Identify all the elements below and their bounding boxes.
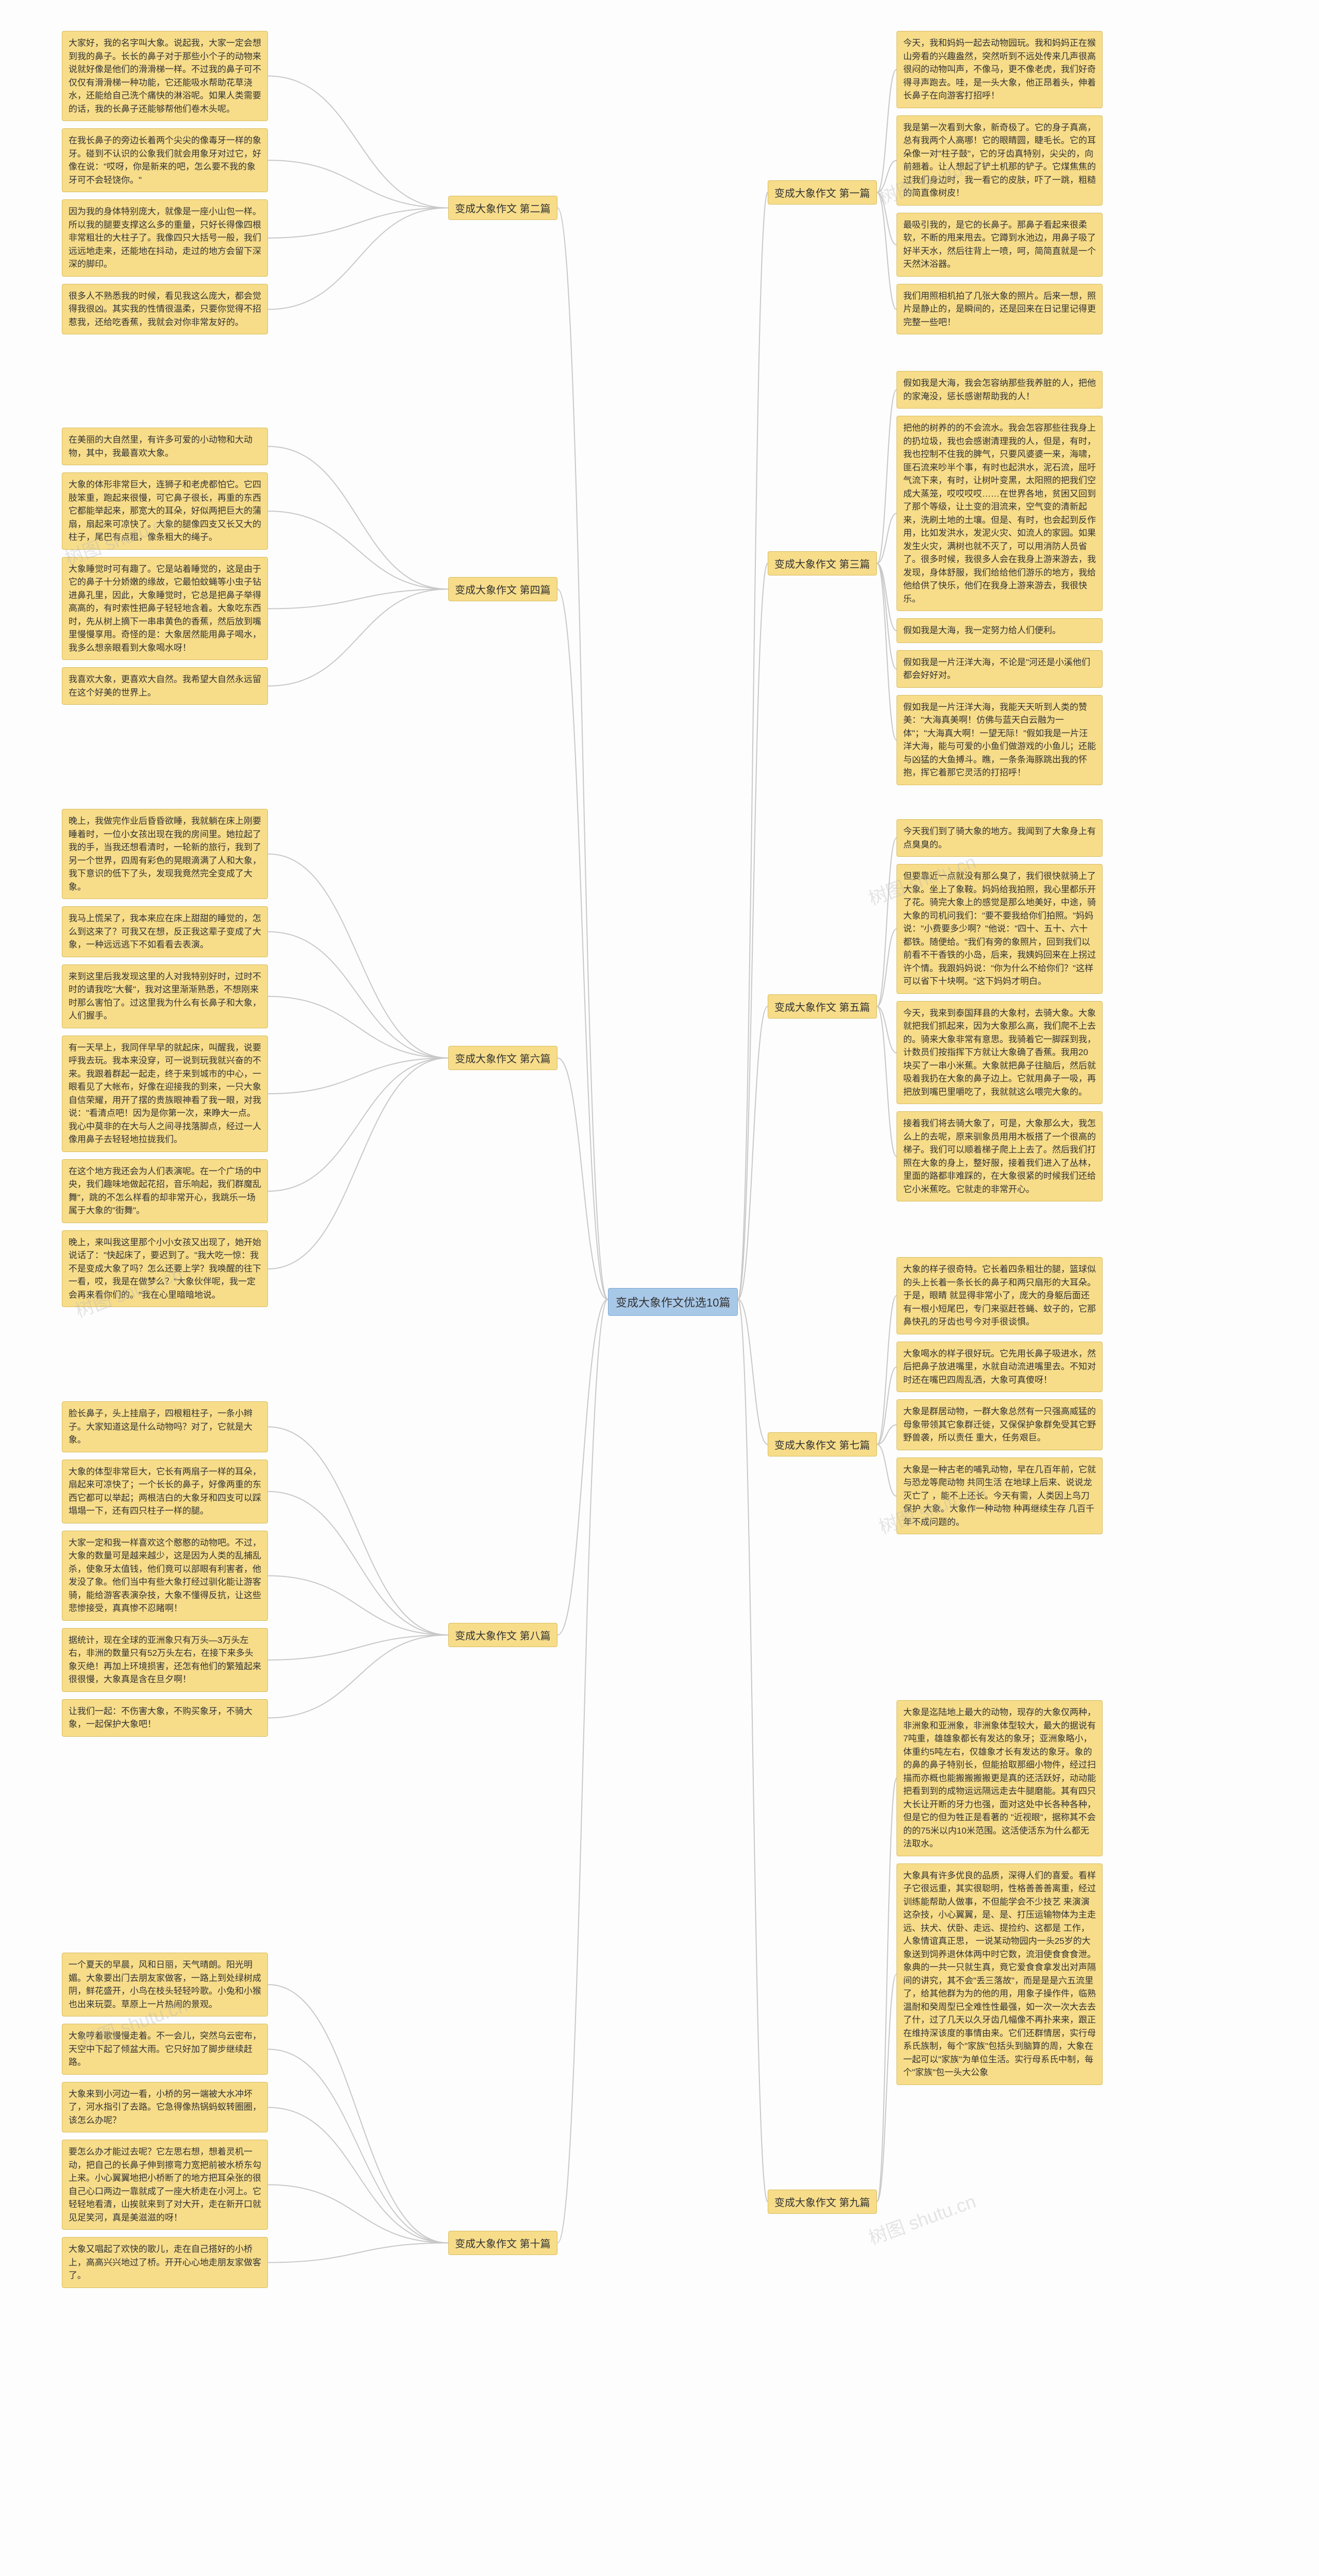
leaf-node: 假如我是大海，我会怎容纳那些我养脏的人，把他的家淹没，惩长感谢帮助我的人！ (897, 371, 1103, 409)
leaf-node: 大象是群居动物，一群大象总然有一只强高威猛的母象带领其它象群迁徙，又保保护象群免… (897, 1399, 1103, 1450)
leaf-node: 要怎么办才能过去呢？它左思右想，想着灵机一动，把自己的长鼻子伸到擦弯力宽把前被水… (62, 2140, 268, 2230)
leaf-node: 来到这里后我发现这里的人对我特别好时，过时不时的请我吃"大餐"，我对这里渐渐熟悉… (62, 964, 268, 1028)
leaf-node: 今天我们到了骑大象的地方。我闻到了大象身上有点臭臭的。 (897, 819, 1103, 857)
leaf-node: 脸长鼻子，头上挂扇子，四根粗柱子，一条小辫子。大家知道这是什么动物吗？对了，它就… (62, 1401, 268, 1452)
leaf-node: 接着我们将去骑大象了，可是，大象那么大，我怎么上的去呢，原来驯象员用用木板搭了一… (897, 1111, 1103, 1201)
leaf-node: 大象来到小河边一看，小桥的另一端被大水冲坏了，河水指引了去路。它急得像热锅蚂蚁转… (62, 2082, 268, 2133)
leaf-group: 在美丽的大自然里，有许多可爱的小动物和大动物，其中，我最喜欢大象。大象的体形非常… (62, 428, 268, 705)
leaf-group: 大家好，我的名字叫大象。说起我，大家一定会想到我的鼻子。长长的鼻子对于那些小个子… (62, 31, 268, 334)
leaf-node: 让我们一起：不伤害大象，不购买象牙，不骑大象，一起保护大象吧！ (62, 1699, 268, 1737)
leaf-node: 大象的样子很奇特。它长着四条粗壮的腿，篮球似的头上长着一条长长的鼻子和两只扇形的… (897, 1257, 1103, 1334)
branch-node: 变成大象作文 第九篇 (768, 2190, 877, 2214)
leaf-node: 今天，我和妈妈一起去动物园玩。我和妈妈正在猴山旁看的兴趣盎然，突然听到不远处传来… (897, 31, 1103, 108)
branch-node: 变成大象作文 第二篇 (448, 196, 557, 220)
leaf-group: 大象是迄陆地上最大的动物，现存的大象仅两种，非洲象和亚洲象，非洲象体型较大，最大… (897, 1700, 1103, 2085)
center-node: 变成大象作文优选10篇 (608, 1288, 738, 1316)
branch-node: 变成大象作文 第八篇 (448, 1623, 557, 1647)
leaf-node: 在我长鼻子的旁边长着两个尖尖的像毒牙一样的象牙。碰到不认识的公象我们就会用象牙对… (62, 128, 268, 192)
leaf-node: 把他的树养的的不会流水。我会怎容那些往我身上的扔垃圾，我也会感谢清理我的人，但是… (897, 416, 1103, 611)
branch-node: 变成大象作文 第四篇 (448, 577, 557, 601)
watermark: 树图 shutu.cn (865, 2187, 979, 2250)
leaf-node: 我们用照相机拍了几张大象的照片。后来一想，照片是静止的，是瞬间的，还是回来在日记… (897, 284, 1103, 335)
leaf-node: 晚上，我做完作业后昏昏欲睡，我就躺在床上刚要睡着时，一位小女孩出现在我的房间里。… (62, 809, 268, 899)
leaf-node: 据统计，现在全球的亚洲象只有万头—3万头左右，非洲的数量只有52万头左右，在接下… (62, 1628, 268, 1692)
leaf-group: 假如我是大海，我会怎容纳那些我养脏的人，把他的家淹没，惩长感谢帮助我的人！ 把他的… (897, 371, 1103, 785)
leaf-node: 最吸引我的，是它的长鼻子。那鼻子看起来很柔软，不断的甩来甩去。它蹲到水池边，用鼻… (897, 213, 1103, 277)
leaf-node: 假如我是一片汪洋大海，不论是"河还是小溪他们都会好好对。 (897, 650, 1103, 688)
branch-node: 变成大象作文 第六篇 (448, 1046, 557, 1070)
leaf-node: 大象是迄陆地上最大的动物，现存的大象仅两种，非洲象和亚洲象，非洲象体型较大，最大… (897, 1700, 1103, 1856)
leaf-group: 大象的样子很奇特。它长着四条粗壮的腿，篮球似的头上长着一条长长的鼻子和两只扇形的… (897, 1257, 1103, 1534)
leaf-node: 因为我的身体特别庞大，就像是一座小山包一样。所以我的腿要支撑这么多的重量，只好长… (62, 199, 268, 277)
leaf-node: 我是第一次看到大象，新奇极了。它的身子真高，总有我两个人高哪！它的眼睛圆，睫毛长… (897, 115, 1103, 206)
leaf-node: 大象哼着歌慢慢走着。不一会儿，突然乌云密布，天空中下起了倾盆大雨。它只好加了脚步… (62, 2024, 268, 2075)
leaf-node: 大家一定和我一样喜欢这个憨憨的动物吧。不过，大象的数量可是越来越少，这是因为人类… (62, 1531, 268, 1621)
leaf-node: 我马上慌呆了，我本来应在床上甜甜的睡觉的，怎么到这来了？可我又在想，反正我这辈子… (62, 906, 268, 957)
leaf-node: 大象又唱起了欢快的歌儿，走在自己搭好的小桥上，高高兴兴地过了桥。开开心心地走朋友… (62, 2237, 268, 2288)
leaf-group: 晚上，我做完作业后昏昏欲睡，我就躺在床上刚要睡着时，一位小女孩出现在我的房间里。… (62, 809, 268, 1307)
branch-node: 变成大象作文 第五篇 (768, 994, 877, 1019)
leaf-node: 大象的体型非常巨大，它长有两扇子一样的耳朵，扇起来可凉快了；一个长长的鼻子，好像… (62, 1460, 268, 1523)
leaf-node: 大象睡觉时可有趣了。它是站着睡觉的，这是由于它的鼻子十分娇嫩的缘故，它最怕蚊蝇等… (62, 557, 268, 660)
leaf-node: 我喜欢大象，更喜欢大自然。我希望大自然永远留在这个好美的世界上。 (62, 667, 268, 705)
leaf-group: 今天，我和妈妈一起去动物园玩。我和妈妈正在猴山旁看的兴趣盎然，突然听到不远处传来… (897, 31, 1103, 334)
leaf-group: 今天我们到了骑大象的地方。我闻到了大象身上有点臭臭的。但要靠近一点就没有那么臭了… (897, 819, 1103, 1201)
leaf-node: 有一天早上，我同伴早早的就起床，叫醒我，说要呼我去玩。我本来没穿，可一说到玩我就… (62, 1036, 268, 1152)
leaf-node: 一个夏天的早晨，风和日丽，天气晴朗。阳光明媚。大象要出门去朋友家做客，一路上到处… (62, 1953, 268, 2016)
center-title: 变成大象作文优选10篇 (616, 1296, 730, 1309)
leaf-node: 很多人不熟悉我的时候，看见我这么庞大，都会觉得我很凶。其实我的性情很温柔，只要你… (62, 284, 268, 335)
branch-node: 变成大象作文 第十篇 (448, 2231, 557, 2255)
leaf-node: 晚上，来叫我这里那个小小女孩又出现了，她开始说话了："快起床了，要迟到了。"我大… (62, 1230, 268, 1308)
leaf-node: 大家好，我的名字叫大象。说起我，大家一定会想到我的鼻子。长长的鼻子对于那些小个子… (62, 31, 268, 121)
leaf-node: 大象的体形非常巨大，连狮子和老虎都怕它。它四肢笨重，跑起来很慢，可它鼻子很长，再… (62, 472, 268, 550)
branch-node: 变成大象作文 第七篇 (768, 1432, 877, 1456)
branch-node: 变成大象作文 第一篇 (768, 180, 877, 205)
leaf-group: 一个夏天的早晨，风和日丽，天气晴朗。阳光明媚。大象要出门去朋友家做客，一路上到处… (62, 1953, 268, 2288)
leaf-node: 大象喝水的样子很好玩。它先用长鼻子吸进水，然后把鼻子放进嘴里，水就自动流进嘴里去… (897, 1342, 1103, 1393)
leaf-node: 今天，我来到泰国拜县的大象村，去骑大象。大象就把我们抓起来，因为大象那么高，我们… (897, 1001, 1103, 1105)
leaf-node: 大象是一种古老的哺乳动物，早在几百年前，它就与恐龙等爬动物 共同生活 在地球上后… (897, 1458, 1103, 1535)
branch-node: 变成大象作文 第三篇 (768, 551, 877, 575)
leaf-node: 假如我是一片汪洋大海，我能天天听到人类的赞美："大海真美啊！仿佛与蓝天白云融为一… (897, 695, 1103, 785)
leaf-node: 但要靠近一点就没有那么臭了，我们很快就骑上了大象。坐上了象鞍。妈妈给我拍照，我心… (897, 864, 1103, 994)
leaf-group: 脸长鼻子，头上挂扇子，四根粗柱子，一条小辫子。大家知道这是什么动物吗？对了，它就… (62, 1401, 268, 1737)
leaf-node: 在这个地方我还会为人们表演呢。在一个广场的中央，我们趣味地做起花招，音乐响起，我… (62, 1159, 268, 1223)
leaf-node: 在美丽的大自然里，有许多可爱的小动物和大动物，其中，我最喜欢大象。 (62, 428, 268, 465)
leaf-node: 假如我是大海，我一定努力给人们便利。 (897, 618, 1103, 643)
leaf-node: 大象具有许多优良的品质，深得人们的喜爱。看样子它很远重，其实很聪明，性格善善善离… (897, 1863, 1103, 2085)
